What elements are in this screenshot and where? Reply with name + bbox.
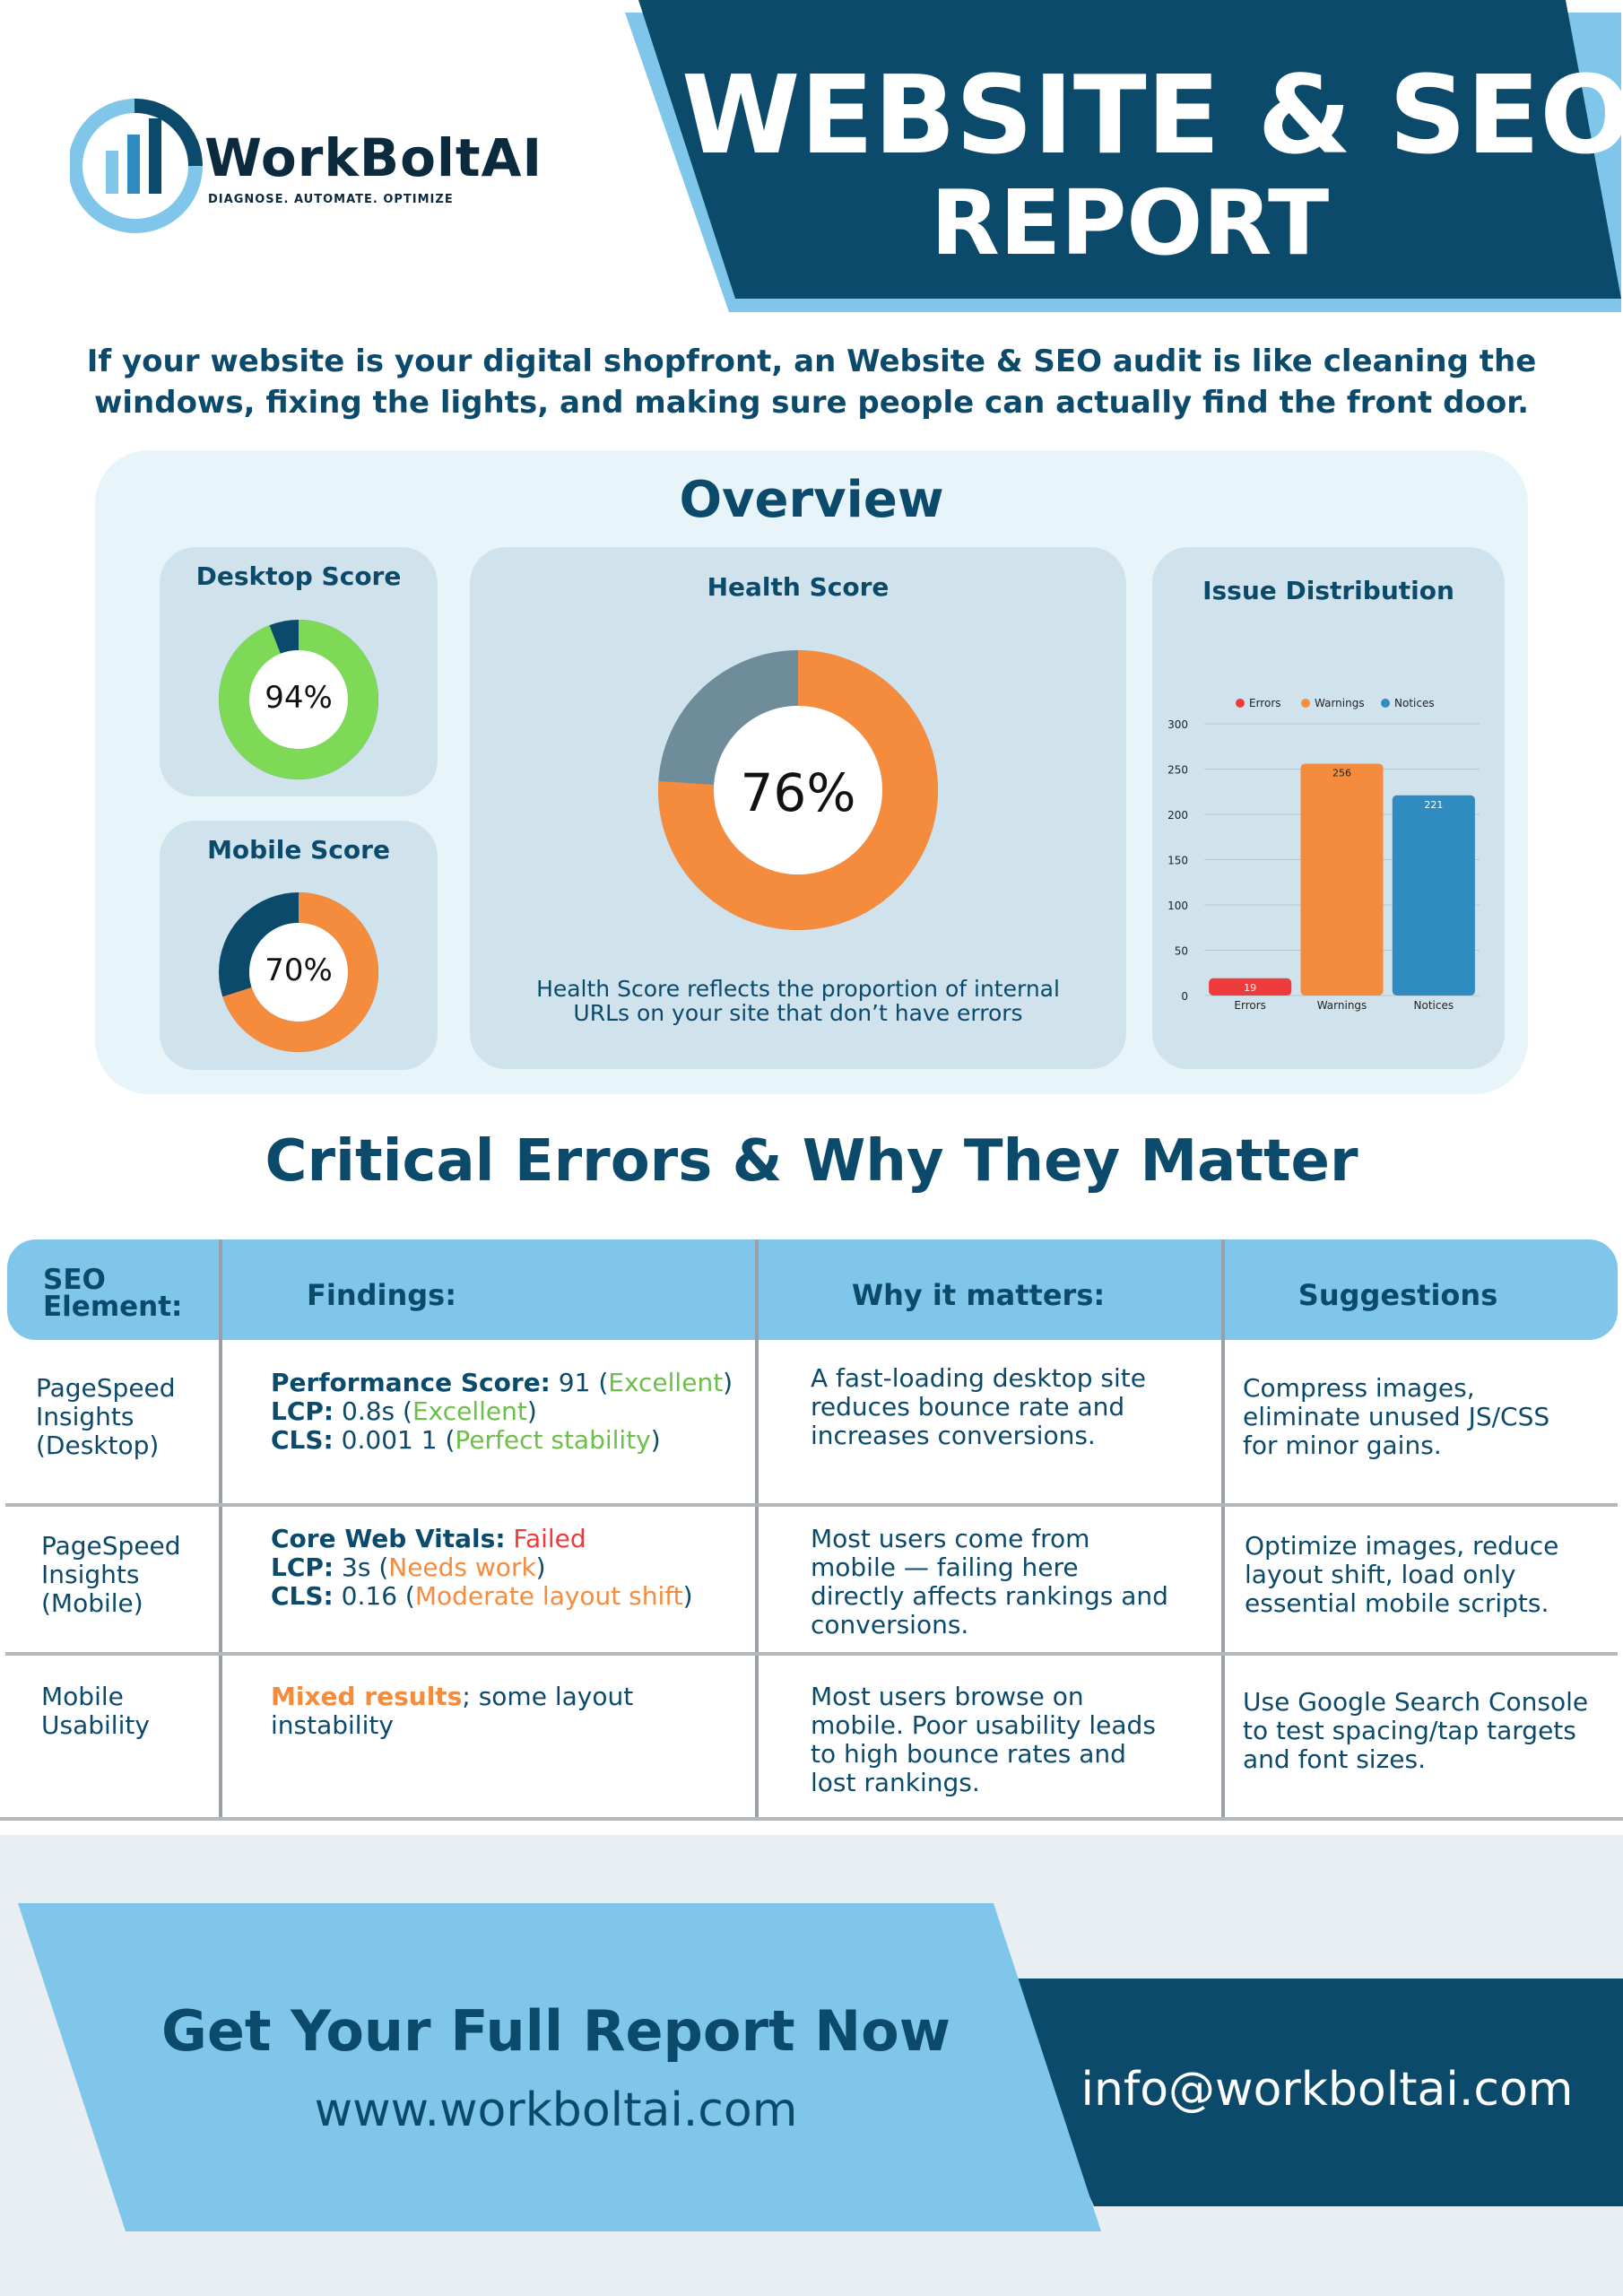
header-banner: [625, 0, 1621, 312]
row1-findings: Performance Score: 91 (Excellent) LCP: 0…: [271, 1368, 733, 1455]
chart-ytick-label: 150: [1167, 855, 1188, 867]
chart-xtick-label: Warnings: [1317, 999, 1367, 1012]
health-score-title: Health Score: [707, 572, 890, 602]
header-findings: Findings:: [307, 1278, 457, 1312]
health-score-donut: [658, 650, 938, 930]
chart-bar: [1392, 795, 1475, 996]
chart-xtick-label: Notices: [1414, 999, 1454, 1012]
chart-legend-marker: [1301, 699, 1310, 708]
chart-ytick-label: 0: [1181, 990, 1188, 1003]
row1-why: A fast-loading desktop site reduces boun…: [811, 1363, 1146, 1450]
chart-ytick-label: 250: [1167, 764, 1188, 777]
header-seo-element: SEO Element:: [43, 1264, 183, 1323]
row2-why: Most users come from mobile — failing he…: [811, 1524, 1168, 1639]
chart-legend-label: Warnings: [1315, 697, 1365, 709]
chart-legend-marker: [1236, 699, 1245, 708]
row1-element: PageSpeed Insights (Desktop): [36, 1373, 176, 1460]
row3-suggestion: Use Google Search Console to test spacin…: [1243, 1687, 1589, 1774]
chart-data-label: 221: [1424, 799, 1443, 811]
chart-legend-label: Notices: [1394, 697, 1435, 709]
health-score-note: Health Score reflects the proportion of …: [536, 976, 1060, 1026]
footer-cta: Get Your Full Report Now: [161, 1998, 951, 2064]
table-header: [7, 1239, 1618, 1340]
brand-tagline: DIAGNOSE. AUTOMATE. OPTIMIZE: [208, 193, 454, 206]
footer-banner: [18, 1903, 1623, 2231]
chart-ytick-label: 100: [1167, 900, 1188, 912]
mobile-score-donut: [219, 892, 378, 1052]
mobile-score-value: 70%: [265, 952, 333, 988]
row3-element: Mobile Usability: [41, 1682, 150, 1740]
chart-legend-label: Errors: [1249, 697, 1281, 709]
table-divider: [219, 1239, 222, 1821]
row3-findings: Mixed results; some layout instability: [271, 1682, 634, 1740]
desktop-score-donut: [219, 620, 378, 779]
row1-suggestion: Compress images, eliminate unused JS/CSS…: [1243, 1373, 1550, 1460]
header-why: Why it matters:: [851, 1278, 1106, 1312]
footer-website-link[interactable]: www.workboltai.com: [314, 2083, 798, 2137]
brand-name: WorkBoltAI: [204, 127, 543, 188]
desktop-score-value: 94%: [265, 680, 333, 716]
intro-text: If your website is your digital shopfron…: [86, 344, 1537, 421]
health-score-value: 76%: [740, 762, 856, 823]
chart-data-label: 256: [1332, 767, 1351, 778]
header-suggestions: Suggestions: [1298, 1278, 1498, 1312]
row2-findings: Core Web Vitals: Failed LCP: 3s (Needs w…: [271, 1524, 693, 1611]
table-divider: [0, 1817, 1623, 1821]
chart-ytick-label: 200: [1167, 809, 1188, 822]
row2-suggestion: Optimize images, reduce layout shift, lo…: [1245, 1531, 1559, 1618]
chart-legend-marker: [1381, 699, 1390, 708]
critical-errors-title: Critical Errors & Why They Matter: [265, 1128, 1358, 1195]
table-divider: [755, 1239, 759, 1821]
row3-why: Most users browse on mobile. Poor usabil…: [811, 1682, 1156, 1797]
chart-bar: [1300, 763, 1384, 996]
mobile-score-title: Mobile Score: [207, 835, 390, 865]
chart-bar: [1209, 978, 1292, 996]
report-title-line1: WEBSITE & SEO: [681, 54, 1623, 178]
chart-ytick-label: 50: [1175, 945, 1188, 958]
logo-icon: [70, 99, 203, 233]
table-divider: [1221, 1239, 1225, 1821]
footer-email-link[interactable]: info@workboltai.com: [1081, 2063, 1574, 2117]
issue-distribution-title: Issue Distribution: [1202, 576, 1454, 605]
table-divider: [5, 1503, 1618, 1507]
report-title-line2: REPORT: [930, 170, 1330, 275]
issue-distribution-chart: 0 50 100 150 200 250 300 19 Errors 256 Warnings 221…: [1167, 697, 1480, 1012]
chart-ytick-label: 300: [1167, 718, 1188, 731]
chart-xtick-label: Errors: [1234, 999, 1266, 1012]
table-divider: [5, 1652, 1618, 1656]
desktop-score-title: Desktop Score: [195, 561, 402, 591]
overview-title: Overview: [679, 471, 944, 529]
chart-data-label: 19: [1244, 982, 1256, 994]
row2-element: PageSpeed Insights (Mobile): [41, 1531, 181, 1618]
